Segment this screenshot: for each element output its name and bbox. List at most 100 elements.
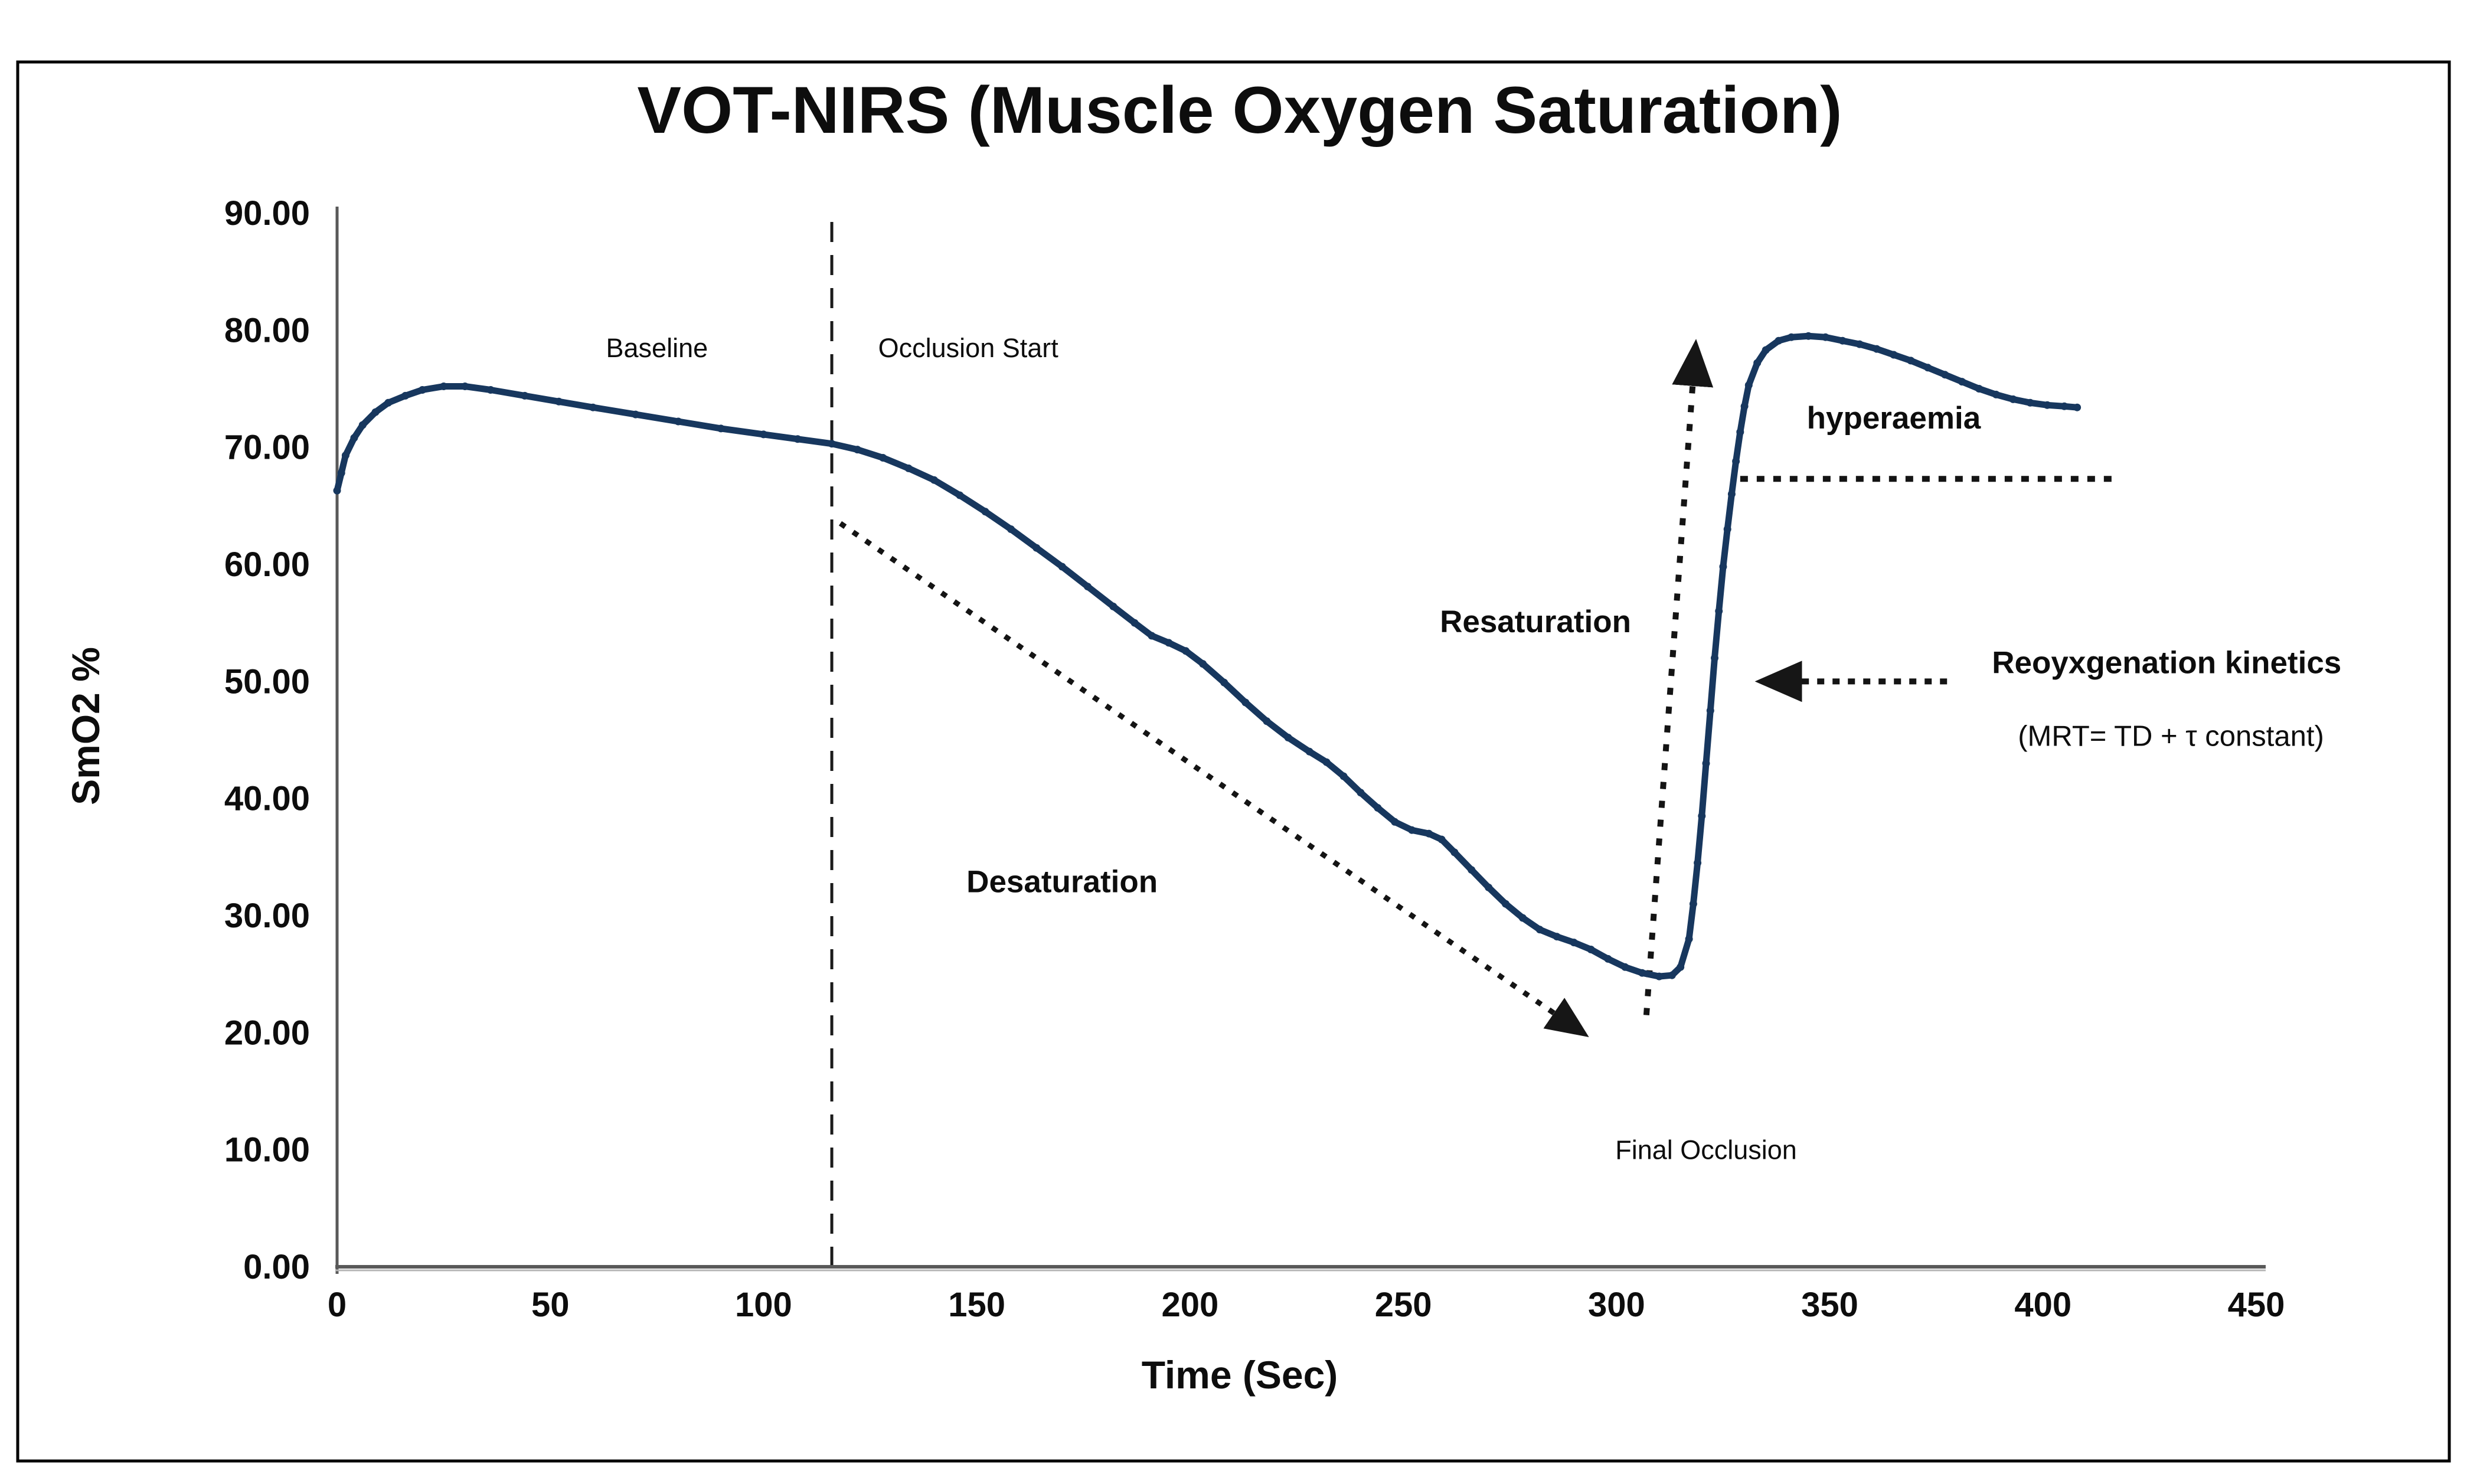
x-tick-label: 50 xyxy=(531,1286,570,1324)
annotation-desaturation: Desaturation xyxy=(966,864,1158,899)
smo2-marker xyxy=(1723,525,1731,533)
smo2-marker xyxy=(1719,563,1727,571)
x-tick-label: 300 xyxy=(1588,1286,1645,1324)
y-tick-label: 10.00 xyxy=(224,1131,310,1169)
x-axis-title: Time (Sec) xyxy=(1142,1353,1338,1397)
smo2-marker xyxy=(2043,401,2051,409)
smo2-marker xyxy=(1468,866,1476,874)
smo2-marker xyxy=(1007,525,1015,533)
smo2-marker xyxy=(1788,333,1795,341)
smo2-marker xyxy=(1702,759,1710,767)
smo2-marker xyxy=(1199,660,1207,668)
smo2-marker xyxy=(956,491,964,499)
y-tick-label: 90.00 xyxy=(224,194,310,233)
smo2-marker xyxy=(337,469,345,477)
smo2-marker xyxy=(1305,747,1313,756)
smo2-marker xyxy=(1689,900,1697,908)
smo2-marker xyxy=(717,424,725,433)
smo2-marker xyxy=(384,398,393,407)
smo2-marker xyxy=(1838,336,1847,345)
annotation-hyperaemia: hyperaemia xyxy=(1807,401,1981,436)
x-tick-label: 400 xyxy=(2014,1286,2071,1324)
y-tick-label: 30.00 xyxy=(224,897,310,935)
annotation-resaturation: Resaturation xyxy=(1440,604,1631,639)
smo2-marker xyxy=(1084,583,1092,591)
annotation-final-occlusion: Final Occlusion xyxy=(1615,1135,1797,1165)
desaturation-arrow xyxy=(838,521,1589,1037)
smo2-marker xyxy=(828,440,836,448)
y-tick-label: 0.00 xyxy=(243,1248,310,1286)
smo2-marker xyxy=(1753,359,1762,367)
smo2-marker xyxy=(1570,939,1578,947)
smo2-marker xyxy=(1907,357,1915,365)
smo2-marker xyxy=(632,410,640,419)
smo2-marker xyxy=(2073,403,2082,411)
smo2-marker xyxy=(1821,333,1829,341)
smo2-marker xyxy=(1535,926,1544,934)
y-tick-label: 40.00 xyxy=(224,780,310,818)
smo2-marker xyxy=(674,417,682,426)
resaturation-arrow xyxy=(1643,339,1714,1015)
smo2-marker xyxy=(371,408,380,416)
smo2-marker xyxy=(1450,848,1459,857)
smo2-marker xyxy=(1374,804,1382,812)
annotation-occlusion-start: Occlusion Start xyxy=(878,333,1059,363)
smo2-marker xyxy=(1873,345,1881,353)
smo2-marker xyxy=(1890,351,1898,359)
smo2-marker xyxy=(341,452,349,459)
smo2-marker xyxy=(1165,639,1173,647)
smo2-marker xyxy=(1553,933,1561,941)
y-tick-label: 20.00 xyxy=(224,1014,310,1052)
smo2-marker xyxy=(1740,402,1749,410)
annotation-mrt-formula: (MRT= TD + τ constant) xyxy=(2018,721,2324,753)
smo2-marker xyxy=(1322,758,1331,766)
x-tick-label: 200 xyxy=(1161,1286,1218,1324)
smo2-marker xyxy=(1655,972,1664,980)
x-tick-label: 0 xyxy=(328,1286,347,1324)
smo2-marker xyxy=(401,391,410,400)
smo2-marker xyxy=(1638,969,1646,977)
smo2-marker xyxy=(1220,678,1228,687)
smo2-marker xyxy=(419,386,426,394)
smo2-marker xyxy=(1485,883,1493,891)
smo2-marker xyxy=(1924,364,1932,372)
smo2-marker xyxy=(2060,402,2069,410)
y-tick-label: 60.00 xyxy=(224,545,310,584)
smo2-marker xyxy=(1621,963,1629,971)
smo2-marker xyxy=(1182,647,1190,655)
smo2-marker xyxy=(1148,632,1156,640)
smo2-marker xyxy=(1058,563,1066,571)
smo2-marker xyxy=(1732,457,1740,465)
x-tick-label: 450 xyxy=(2228,1286,2285,1324)
smo2-marker xyxy=(555,397,563,406)
smo2-marker xyxy=(589,403,597,411)
smo2-marker xyxy=(793,435,802,443)
smo2-marker xyxy=(1032,544,1041,552)
smo2-marker xyxy=(1668,971,1676,979)
y-tick-label: 70.00 xyxy=(224,429,310,467)
x-tick-label: 350 xyxy=(1801,1286,1858,1324)
smo2-marker xyxy=(1391,818,1399,826)
smo2-marker xyxy=(1357,789,1365,797)
y-tick-label: 80.00 xyxy=(224,311,310,349)
smo2-marker xyxy=(1992,390,2000,398)
smo2-marker xyxy=(1775,336,1783,345)
smo2-marker xyxy=(1130,619,1139,627)
smo2-marker xyxy=(461,383,469,390)
smo2-marker xyxy=(1711,654,1718,662)
smo2-marker xyxy=(759,430,767,439)
smo2-marker xyxy=(1698,812,1706,820)
smo2-marker xyxy=(1677,963,1685,971)
smo2-marker xyxy=(1284,734,1292,741)
smo2-marker xyxy=(981,508,989,516)
smo2-marker xyxy=(1241,698,1250,707)
smo2-marker xyxy=(1958,378,1966,386)
smo2-marker xyxy=(350,434,358,442)
chart-title: VOT-NIRS (Muscle Oxygen Saturation) xyxy=(637,73,1842,147)
smo2-marker xyxy=(333,486,341,495)
smo2-marker xyxy=(2026,398,2034,407)
smo2-marker xyxy=(1804,332,1812,340)
x-tick-label: 150 xyxy=(948,1286,1005,1324)
